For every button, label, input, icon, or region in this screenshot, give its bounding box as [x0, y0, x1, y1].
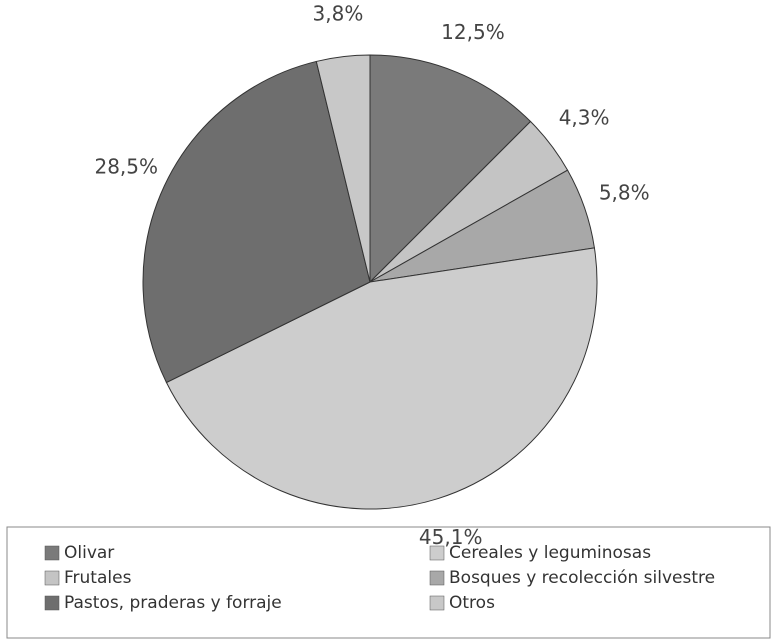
legend-label: Olivar [64, 543, 114, 563]
legend-swatch [44, 570, 60, 586]
legend-swatch [44, 545, 60, 561]
legend-swatch [429, 545, 445, 561]
pie-slice [315, 54, 371, 283]
legend-label: Bosques y recolección silvestre [449, 568, 715, 588]
data-label: 28,5% [94, 155, 158, 179]
pie-slice [369, 54, 532, 284]
legend-box [6, 526, 771, 639]
legend-swatch [429, 570, 445, 586]
legend-label: Pastos, praderas y forraje [64, 593, 282, 613]
legend-swatch [429, 595, 445, 611]
legend-swatch [44, 595, 60, 611]
legend-label: Otros [449, 593, 495, 613]
legend-label: Cereales y leguminosas [449, 543, 651, 563]
data-label: 3,8% [313, 1, 364, 25]
data-label: 5,8% [599, 181, 650, 205]
legend-label: Frutales [64, 568, 132, 588]
pie-slice [142, 60, 371, 384]
data-label: 45,1% [419, 525, 483, 549]
pie-slice [165, 247, 598, 510]
data-label: 12,5% [441, 20, 505, 44]
data-label: 4,3% [559, 106, 610, 130]
